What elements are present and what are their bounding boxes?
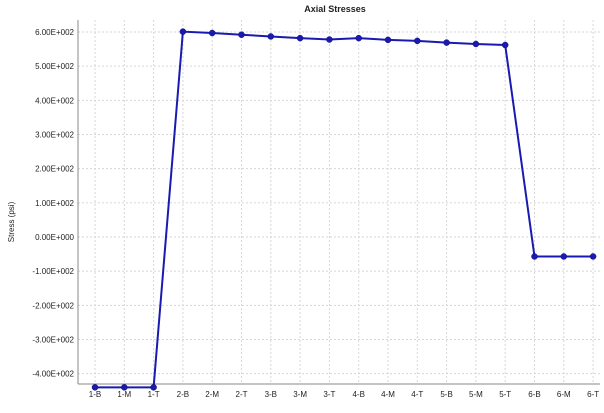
x-tick-label: 3-T xyxy=(323,390,335,399)
series-layer xyxy=(91,28,597,391)
x-tick-label: 1-T xyxy=(148,390,160,399)
x-tick-label: 6-M xyxy=(557,390,571,399)
data-point xyxy=(355,34,362,42)
y-tick-label: 1.00E+002 xyxy=(35,199,74,208)
x-tick-label: 2-T xyxy=(236,390,248,399)
data-point xyxy=(589,253,597,260)
x-tick-label: 4-T xyxy=(411,390,423,399)
axes xyxy=(77,20,600,385)
data-point xyxy=(121,384,128,391)
x-tick-label: 3-B xyxy=(265,390,277,399)
x-tick-label: 1-B xyxy=(89,390,101,399)
data-point xyxy=(531,253,538,260)
y-tick-label: 3.00E+002 xyxy=(35,131,74,140)
gridlines xyxy=(78,20,600,384)
y-tick-label: -4.00E+002 xyxy=(32,370,74,379)
data-point xyxy=(267,33,275,40)
y-axis-label: Stress (psi) xyxy=(7,201,16,242)
x-tick-label: 2-M xyxy=(205,390,219,399)
data-point xyxy=(501,41,509,49)
y-tick-label: -3.00E+002 xyxy=(32,336,74,345)
y-tick-label: 5.00E+002 xyxy=(35,62,74,71)
data-point xyxy=(296,34,304,42)
y-tick-label: -1.00E+002 xyxy=(32,267,74,276)
x-tick-label: 4-M xyxy=(381,390,395,399)
data-point xyxy=(238,31,245,38)
data-point xyxy=(384,36,392,44)
data-point xyxy=(472,40,480,48)
x-tick-label: 4-B xyxy=(352,390,364,399)
x-tick-label: 2-B xyxy=(177,390,189,399)
chart-title: Axial Stresses xyxy=(304,4,366,14)
data-point xyxy=(208,29,216,37)
y-tick-label: 4.00E+002 xyxy=(35,96,74,105)
x-tick-label: 5-B xyxy=(440,390,452,399)
data-point xyxy=(91,384,99,391)
y-tick-label: 6.00E+002 xyxy=(35,28,74,37)
data-point xyxy=(150,384,157,391)
y-tick-label: -2.00E+002 xyxy=(32,301,74,310)
y-tick-label: 0.00E+000 xyxy=(35,233,74,242)
data-point xyxy=(179,28,187,35)
x-tick-label: 5-M xyxy=(469,390,483,399)
x-tick-label: 1-M xyxy=(117,390,131,399)
data-point xyxy=(560,253,568,260)
y-tick-labels: 6.00E+002 5.00E+002 4.00E+002 3.00E+002 2.00… xyxy=(32,28,74,379)
x-tick-labels: 1-B 1-M 1-T 2-B 2-M 2-T 3-B 3-M 3-T 4-B 4-M 4-T 5-B 5… xyxy=(89,390,599,399)
y-tick-label: 2.00E+002 xyxy=(35,165,74,174)
x-tick-label: 5-T xyxy=(499,390,511,399)
x-tick-label: 6-T xyxy=(587,390,599,399)
data-point xyxy=(326,36,333,43)
x-tick-label: 3-M xyxy=(293,390,307,399)
series-line xyxy=(95,30,594,389)
data-point xyxy=(414,37,421,45)
x-tick-label: 6-B xyxy=(528,390,540,399)
data-point xyxy=(443,39,450,46)
